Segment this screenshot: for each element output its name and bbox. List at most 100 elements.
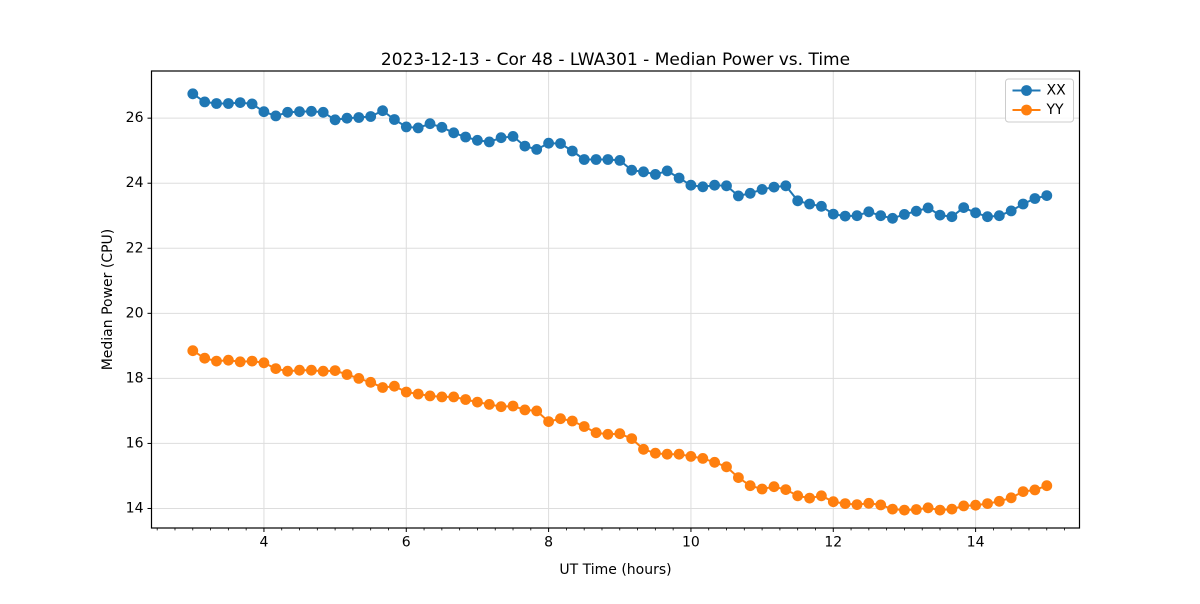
data-point-YY (958, 500, 970, 512)
data-series (187, 88, 1053, 516)
data-point-YY (744, 480, 756, 492)
data-point-XX (792, 195, 804, 207)
data-point-XX (946, 211, 958, 223)
data-point-YY (306, 364, 317, 376)
data-point-YY (555, 413, 566, 425)
data-point-XX (483, 136, 495, 148)
data-point-YY (602, 428, 614, 440)
data-point-XX (922, 202, 934, 214)
data-point-XX (543, 137, 554, 149)
data-point-XX (448, 127, 460, 139)
data-point-YY (993, 495, 1005, 507)
data-point-XX (460, 131, 471, 143)
data-point-XX (1041, 190, 1053, 202)
data-point-YY (792, 490, 804, 502)
data-point-YY (638, 443, 649, 455)
data-point-YY (294, 364, 305, 376)
data-point-YY (400, 386, 412, 398)
plot-border (150, 70, 1081, 529)
data-point-XX (258, 106, 270, 118)
data-point-XX (519, 140, 531, 152)
y-tick-label: 22 (126, 240, 144, 256)
y-tick-label: 26 (126, 110, 144, 126)
data-point-YY (1005, 492, 1017, 504)
data-point-YY (223, 354, 234, 366)
series-YY (187, 345, 1053, 516)
data-point-XX (389, 114, 400, 125)
y-axis-label: Median Power (CPU) (100, 229, 116, 371)
data-point-YY (934, 504, 946, 516)
data-point-YY (626, 433, 638, 444)
data-point-YY (733, 472, 744, 483)
y-tick-label: 24 (126, 175, 144, 191)
data-point-YY (246, 355, 258, 367)
data-point-XX (673, 172, 685, 184)
data-point-XX (638, 166, 649, 178)
y-tick-label: 20 (126, 305, 144, 321)
legend-marker-XX (1021, 85, 1032, 96)
data-point-YY (899, 504, 910, 516)
data-point-YY (685, 451, 697, 462)
data-point-XX (400, 121, 412, 133)
data-point-YY (566, 415, 578, 427)
data-point-XX (507, 131, 519, 142)
data-point-XX (424, 118, 436, 130)
legend-marker-YY (1021, 104, 1032, 116)
y-tick-label: 18 (126, 370, 144, 386)
data-point-YY (709, 456, 720, 468)
data-point-XX (187, 88, 199, 100)
x-tick-label: 10 (682, 535, 700, 551)
data-point-XX (744, 187, 756, 199)
data-point-XX (733, 190, 744, 202)
x-tick-label: 6 (402, 535, 411, 551)
data-point-XX (282, 106, 293, 118)
data-point-XX (899, 209, 910, 220)
grid-lines (151, 71, 1080, 528)
data-point-YY (187, 345, 199, 357)
data-point-YY (258, 357, 270, 369)
data-point-XX (697, 181, 709, 193)
data-point-YY (341, 369, 353, 380)
data-point-YY (436, 391, 448, 403)
data-point-YY (483, 399, 495, 410)
legend: XX YY (1005, 78, 1074, 123)
data-point-YY (495, 401, 507, 413)
data-point-XX (234, 97, 246, 108)
data-point-YY (721, 461, 732, 473)
data-point-YY (199, 352, 211, 364)
data-point-XX (317, 106, 329, 118)
data-point-XX (756, 184, 768, 195)
series-XX (187, 88, 1053, 224)
legend-label-YY: YY (1046, 102, 1065, 118)
data-point-YY (650, 447, 661, 459)
data-point-YY (578, 421, 590, 432)
data-point-YY (519, 404, 531, 416)
data-point-YY (270, 363, 282, 374)
data-point-XX (661, 165, 673, 177)
data-point-XX (863, 206, 875, 218)
data-point-YY (887, 503, 898, 515)
data-point-YY (756, 483, 768, 495)
data-point-YY (1017, 486, 1029, 497)
data-point-YY (875, 499, 887, 511)
data-point-XX (1017, 198, 1029, 210)
data-point-YY (329, 365, 341, 376)
data-point-XX (602, 154, 614, 165)
data-point-XX (970, 207, 981, 219)
data-point-XX (816, 200, 827, 212)
data-point-XX (934, 209, 946, 221)
data-point-XX (626, 164, 638, 176)
data-point-XX (958, 202, 970, 214)
data-point-XX (887, 212, 898, 224)
y-tick-label: 14 (126, 500, 144, 516)
data-point-YY (282, 365, 293, 377)
data-point-YY (768, 481, 780, 493)
data-point-XX (566, 145, 578, 157)
data-point-YY (839, 498, 851, 509)
data-point-YY (816, 490, 827, 502)
data-point-XX (1005, 205, 1017, 217)
data-point-XX (721, 180, 732, 192)
data-point-XX (650, 169, 661, 180)
legend-item-YY: YY (1012, 102, 1065, 118)
